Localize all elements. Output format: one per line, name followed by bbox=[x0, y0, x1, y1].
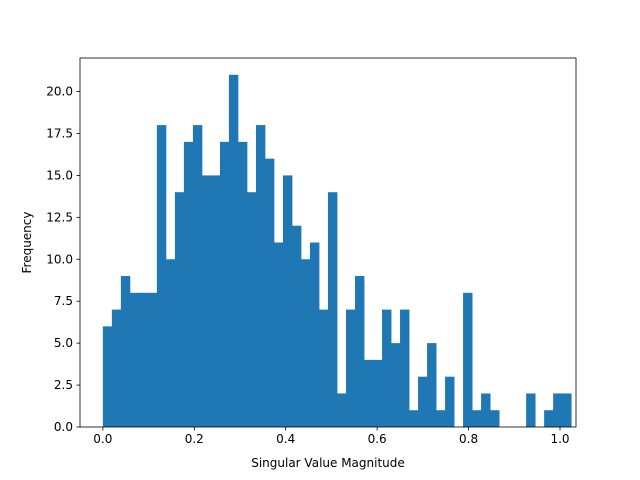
histogram-bar bbox=[481, 393, 491, 427]
histogram-bar bbox=[120, 276, 131, 427]
histogram-bar bbox=[183, 141, 194, 427]
y-tick-label: 15.0 bbox=[46, 168, 73, 182]
histogram-bar bbox=[111, 309, 122, 427]
y-tick-label: 2.5 bbox=[54, 378, 73, 392]
x-tick-label: 0.4 bbox=[276, 432, 295, 446]
histogram-bar bbox=[102, 326, 113, 427]
x-axis-label: Singular Value Magnitude bbox=[251, 456, 405, 470]
histogram-bar bbox=[337, 393, 347, 427]
histogram-bar bbox=[391, 343, 401, 427]
histogram-bar bbox=[472, 410, 482, 427]
y-tick-label: 17.5 bbox=[46, 126, 73, 140]
histogram-bar bbox=[445, 376, 455, 427]
histogram-bar bbox=[328, 192, 338, 427]
histogram-bar bbox=[291, 225, 302, 427]
x-axis-ticks: 0.0 0.2 0.4 0.6 0.8 1.0 bbox=[93, 427, 570, 446]
histogram-bar bbox=[436, 410, 446, 427]
histogram-bar bbox=[147, 292, 158, 427]
plot-frame bbox=[79, 57, 577, 428]
histogram-bar bbox=[273, 242, 284, 427]
histogram-bar bbox=[309, 242, 320, 427]
histogram-bar bbox=[463, 292, 473, 427]
histogram-bar bbox=[490, 410, 500, 427]
y-tick-label: 12.5 bbox=[46, 210, 73, 224]
histogram-bar bbox=[526, 393, 536, 427]
histogram-bar bbox=[228, 74, 239, 427]
histogram-bar bbox=[156, 125, 167, 427]
histogram-bar bbox=[138, 292, 149, 427]
x-tick-label: 0.0 bbox=[93, 432, 112, 446]
histogram-bar bbox=[553, 393, 563, 427]
histogram-bars bbox=[102, 74, 572, 428]
histogram-bar bbox=[346, 309, 356, 427]
y-axis-ticks: 0.0 2.5 5.0 7.5 10.0 12.5 15.0 17.5 20.0 bbox=[46, 85, 80, 434]
histogram-bar bbox=[355, 276, 365, 427]
y-tick-label: 10.0 bbox=[46, 252, 73, 266]
histogram-bar bbox=[192, 125, 203, 427]
x-tick-label: 1.0 bbox=[550, 432, 569, 446]
histogram-bar bbox=[129, 292, 140, 427]
x-tick-label: 0.2 bbox=[185, 432, 204, 446]
histogram-bar bbox=[409, 410, 419, 427]
x-tick-label: 0.6 bbox=[368, 432, 387, 446]
histogram-bar bbox=[544, 410, 554, 427]
histogram-bar bbox=[318, 309, 329, 427]
histogram-bar bbox=[427, 343, 437, 427]
y-tick-label: 20.0 bbox=[46, 85, 73, 99]
histogram-bar bbox=[282, 175, 293, 427]
y-tick-label: 5.0 bbox=[54, 336, 73, 350]
histogram-bar bbox=[201, 175, 212, 427]
histogram-bar bbox=[237, 141, 248, 427]
histogram-bar bbox=[219, 141, 230, 427]
histogram-bar bbox=[300, 259, 311, 427]
histogram-bar bbox=[562, 393, 572, 427]
histogram-bar bbox=[264, 158, 275, 428]
histogram-bar bbox=[400, 309, 410, 427]
histogram-bar bbox=[174, 192, 185, 427]
histogram-bar bbox=[382, 309, 392, 427]
y-tick-label: 0.0 bbox=[54, 420, 73, 434]
histogram-bar bbox=[210, 175, 221, 427]
x-tick-label: 0.8 bbox=[459, 432, 478, 446]
histogram-bar bbox=[418, 376, 428, 427]
histogram-bar bbox=[373, 359, 383, 427]
y-tick-label: 7.5 bbox=[54, 294, 73, 308]
y-axis-label: Frequency bbox=[20, 212, 34, 274]
histogram-bar bbox=[165, 259, 176, 427]
histogram-bar bbox=[246, 192, 257, 427]
histogram-bar bbox=[364, 359, 374, 427]
histogram-bar bbox=[255, 125, 266, 427]
